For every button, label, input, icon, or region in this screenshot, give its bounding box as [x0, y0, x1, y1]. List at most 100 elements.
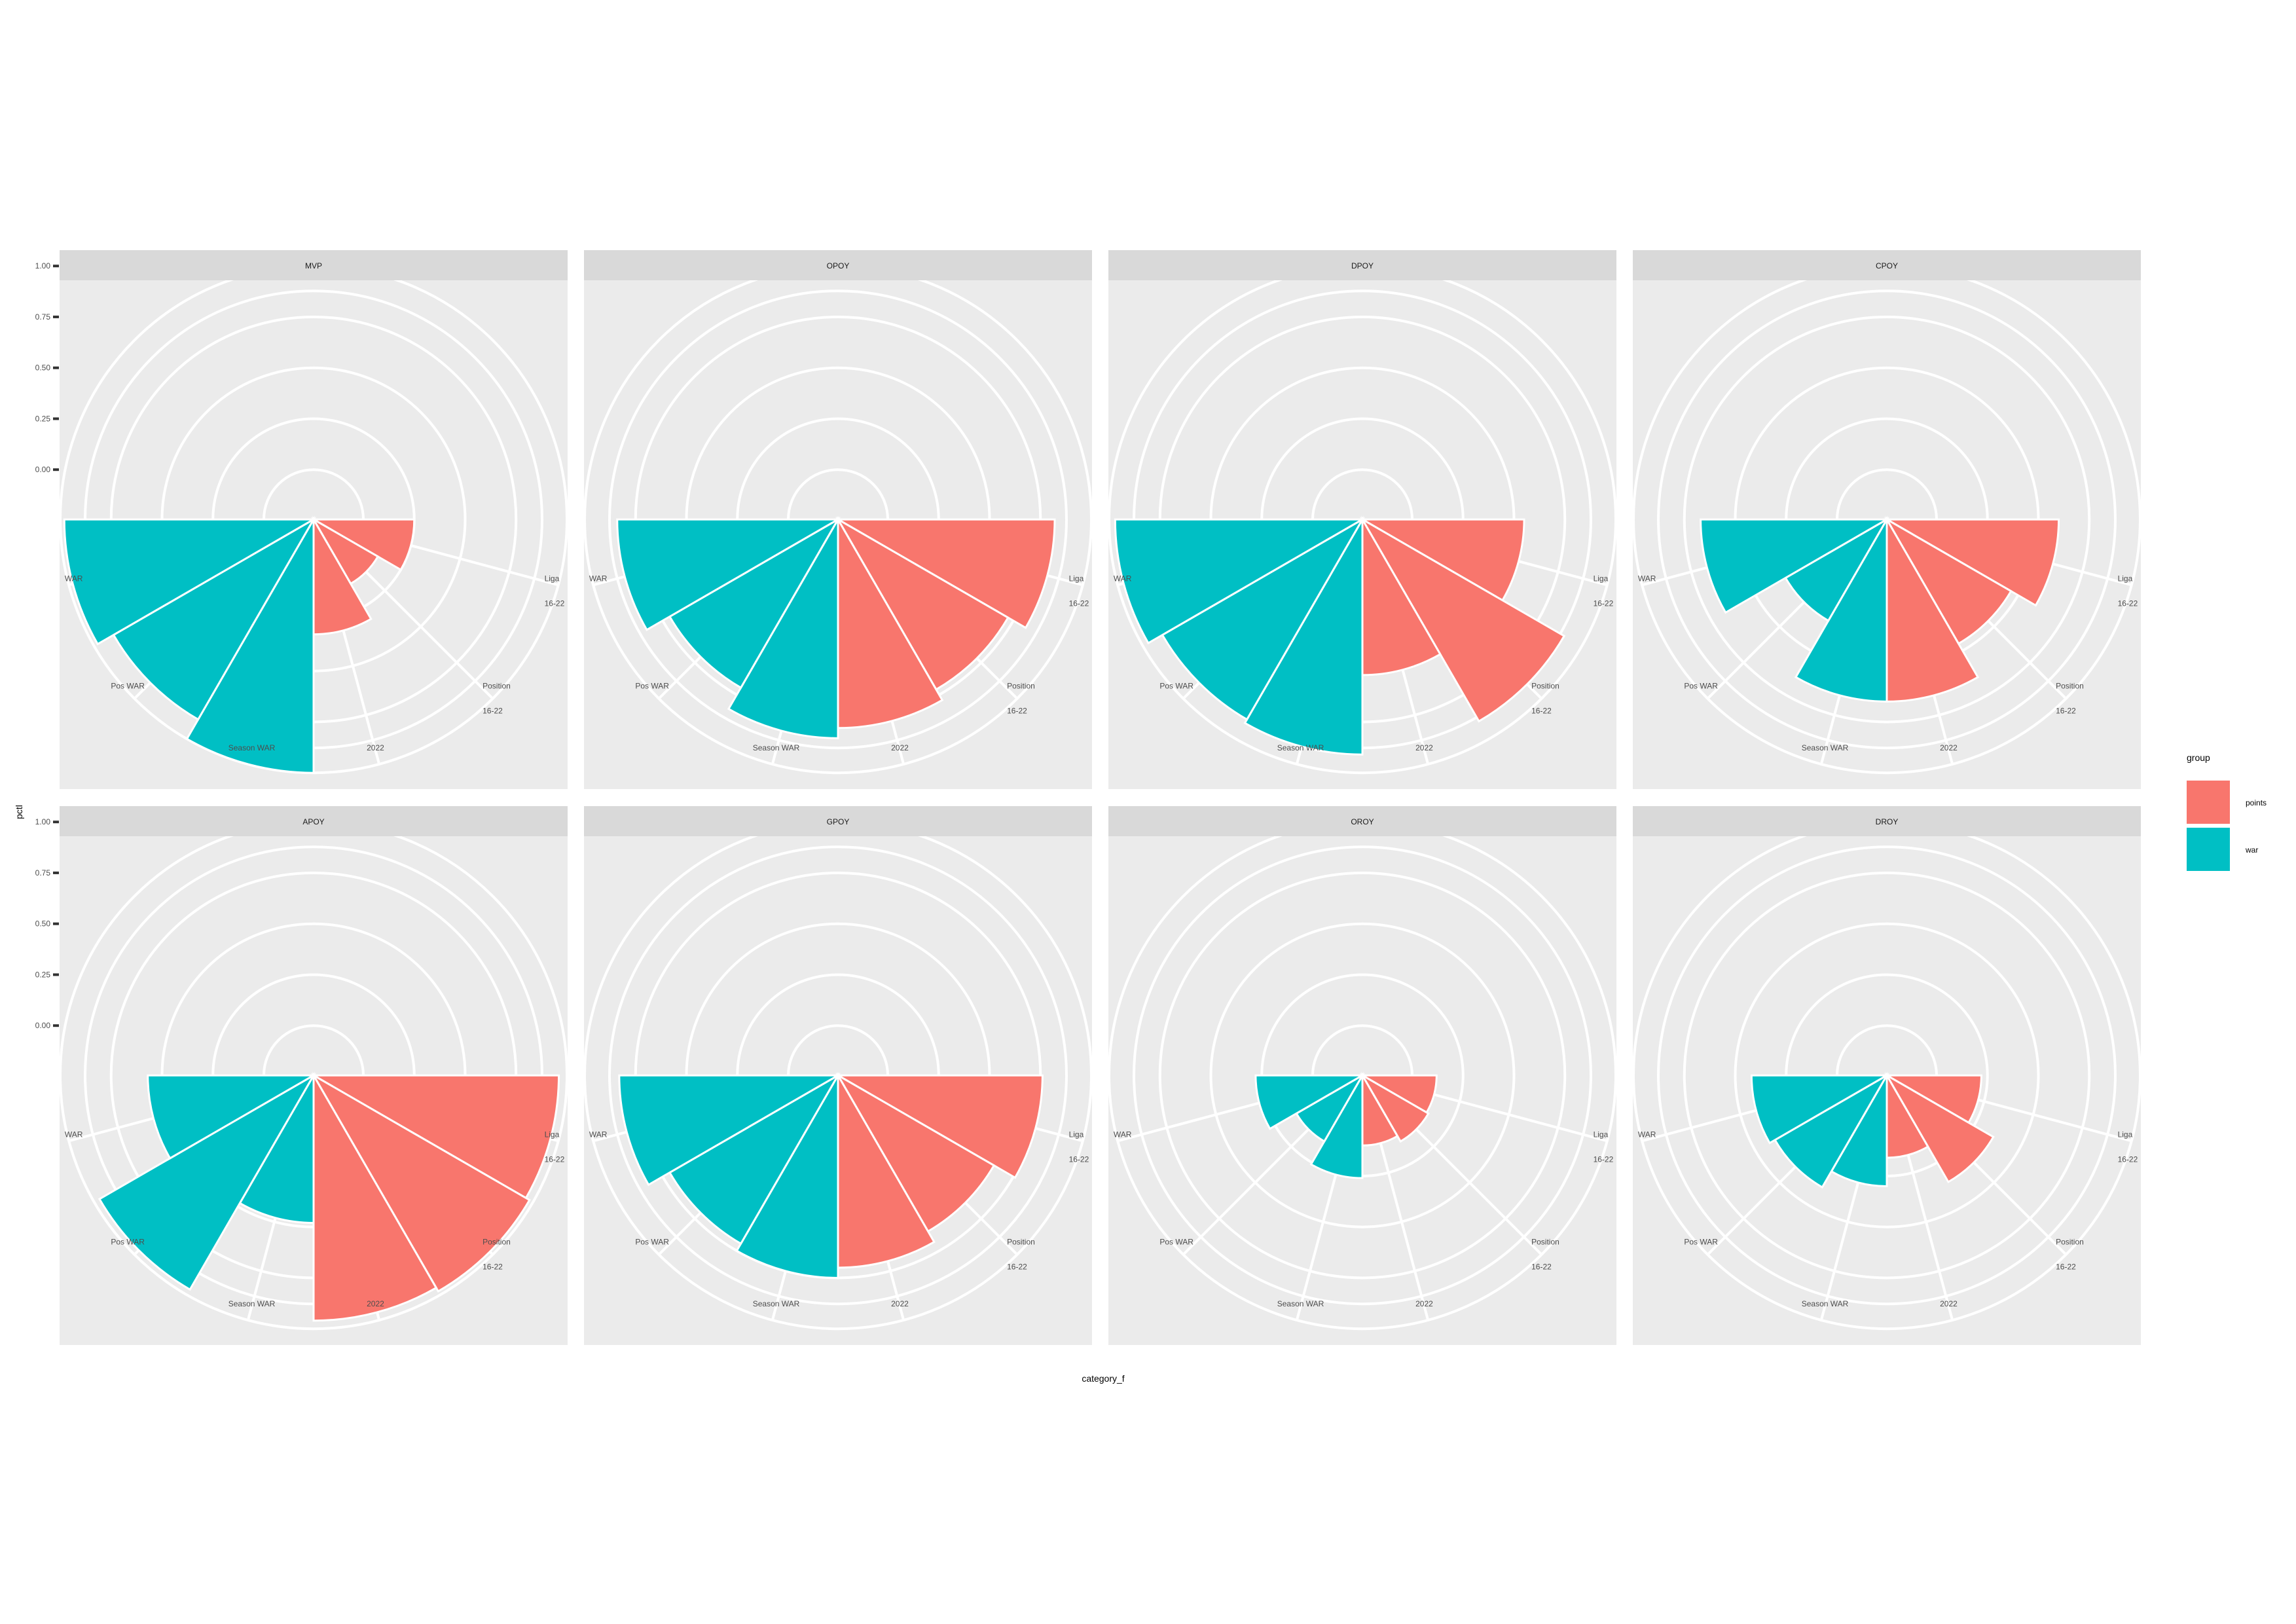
category-tick-label: Pos WAR — [111, 681, 145, 690]
category-tick-label: Liga 16-22 — [1069, 574, 1089, 608]
bar-apoy-season-war — [238, 1071, 315, 1224]
bar-dpoy-liga-16-22 — [1358, 518, 1525, 602]
y-tick-label: 0.75 — [35, 312, 51, 322]
bar-cpoy-war — [1700, 518, 1891, 614]
category-tick-label: Liga 16-22 — [545, 574, 565, 608]
legend-key-points — [2187, 781, 2230, 824]
bar-droy-war — [1750, 1074, 1891, 1145]
facet-title: APOY — [302, 817, 324, 826]
facet-strip — [584, 806, 1092, 836]
y-tick-label: 0.25 — [35, 414, 51, 423]
category-tick-label: Position 16-22 — [1531, 681, 1559, 715]
legend-title: group — [2187, 752, 2210, 763]
bar-mvp-liga-16-22 — [310, 518, 416, 572]
category-tick-label: Pos WAR — [1684, 1237, 1718, 1246]
y-axis-title: pctl — [14, 805, 24, 819]
category-tick-label: Position 16-22 — [483, 681, 511, 715]
grid-circle — [608, 289, 1068, 750]
category-tick-label: Position 16-22 — [1531, 1237, 1559, 1271]
bar-dpoy-pos-war — [1161, 517, 1366, 721]
grid-circle — [1158, 871, 1567, 1280]
category-tick-label: Pos WAR — [635, 1237, 669, 1246]
grid-circle — [1133, 845, 1592, 1306]
category-tick-label: Liga 16-22 — [545, 1130, 565, 1164]
facet-title: OPOY — [827, 261, 850, 270]
bar-mvp-pos-war — [112, 517, 317, 721]
bar-oroy-war — [1254, 1074, 1366, 1130]
legend: group points war — [2187, 752, 2267, 871]
bar-opoy-pos-war — [668, 517, 841, 690]
category-tick-label: Season WAR — [1802, 743, 1849, 752]
y-tick-label: 0.50 — [35, 363, 51, 373]
category-tick-label: Season WAR — [753, 743, 800, 752]
facet-strip — [584, 250, 1092, 280]
bar-apoy-pos-war — [98, 1073, 317, 1291]
category-tick-label: Position 16-22 — [483, 1237, 511, 1271]
category-tick-label: WAR — [65, 574, 83, 583]
bar-gpoy-position-16-22 — [835, 1073, 996, 1233]
facet-panel-opoy: OPOY Liga 16-22 Position 16-22 2022 Season WAR… — [584, 250, 1092, 789]
grid-circle — [1657, 289, 2117, 750]
bar-apoy-position-16-22 — [310, 1073, 531, 1293]
category-tick-label: Season WAR — [228, 1299, 276, 1308]
category-tick-label: Pos WAR — [1159, 681, 1194, 690]
bar-cpoy-liga-16-22 — [1883, 518, 2060, 607]
x-axis-title: category_f — [1082, 1373, 1124, 1384]
legend-key-war — [2187, 828, 2230, 871]
facet-strip — [60, 806, 568, 836]
grid-circle — [584, 836, 1092, 1331]
legend-label-war: war — [2245, 845, 2258, 855]
y-tick-label: 1.00 — [35, 261, 51, 270]
bar-mvp-season-war — [185, 515, 315, 774]
bar-gpoy-pos-war — [668, 1073, 841, 1246]
category-tick-label: Position 16-22 — [1007, 681, 1035, 715]
y-axis: 0.00 0.25 0.50 0.75 1.00 0.00 0.25 0.50 0.75 1.00 — [35, 261, 59, 1030]
category-tick-label: Pos WAR — [1159, 1237, 1194, 1246]
panel-plot-area — [1108, 836, 1616, 1331]
category-tick-label: WAR — [589, 574, 608, 583]
y-tick-label: 0.00 — [35, 465, 51, 474]
category-tick-label: WAR — [1638, 1130, 1656, 1139]
bar-opoy-war — [616, 518, 842, 631]
category-tick-label: WAR — [1638, 574, 1656, 583]
panel-plot-area — [60, 280, 568, 775]
category-tick-label: Liga 16-22 — [2118, 574, 2138, 608]
category-tick-label: WAR — [589, 1130, 608, 1139]
grid-circle — [1108, 836, 1616, 1331]
facet-strip — [1108, 806, 1616, 836]
grid-circle — [60, 836, 568, 1331]
bar-mvp-2022 — [312, 515, 373, 636]
grid-circle — [584, 280, 1092, 775]
panel-plot-area — [60, 836, 568, 1331]
bar-apoy-liga-16-22 — [310, 1074, 560, 1200]
facet-title: MVP — [305, 261, 322, 270]
facet-title: OROY — [1351, 817, 1374, 826]
facet-strip — [1108, 250, 1616, 280]
bar-oroy-season-war — [1309, 1071, 1364, 1179]
grid-circle — [1633, 836, 2141, 1331]
category-tick-label: Pos WAR — [1684, 681, 1718, 690]
category-tick-label: Season WAR — [228, 743, 276, 752]
category-tick-label: 2022 — [891, 1299, 909, 1308]
facet-panel-mvp: MVP Liga 16-22 Position 16-22 2022 Season WAR P… — [60, 250, 568, 789]
facet-panels: MVP Liga 16-22 Position 16-22 2022 Season WAR P… — [60, 250, 2141, 1345]
category-tick-label: Liga 16-22 — [1069, 1130, 1089, 1164]
category-tick-label: Season WAR — [1802, 1299, 1849, 1308]
grid-circle — [1209, 922, 1516, 1228]
facet-strip — [1633, 806, 2141, 836]
facet-title: DROY — [1876, 817, 1899, 826]
bar-droy-season-war — [1830, 1071, 1888, 1187]
category-tick-label: Pos WAR — [111, 1237, 145, 1246]
facet-panel-gpoy: GPOY Liga 16-22 Position 16-22 2022 Season WAR… — [584, 806, 1092, 1345]
facet-title: CPOY — [1876, 261, 1898, 270]
category-tick-label: 2022 — [1940, 743, 1958, 752]
bar-apoy-war — [147, 1074, 318, 1160]
facet-title: GPOY — [827, 817, 850, 826]
category-tick-label: WAR — [1114, 1130, 1132, 1139]
grid-circle — [1657, 845, 2117, 1306]
category-tick-label: Season WAR — [1277, 743, 1324, 752]
category-tick-label: Position 16-22 — [1007, 1237, 1035, 1271]
category-tick-label: Pos WAR — [635, 681, 669, 690]
panel-plot-area — [584, 836, 1092, 1331]
